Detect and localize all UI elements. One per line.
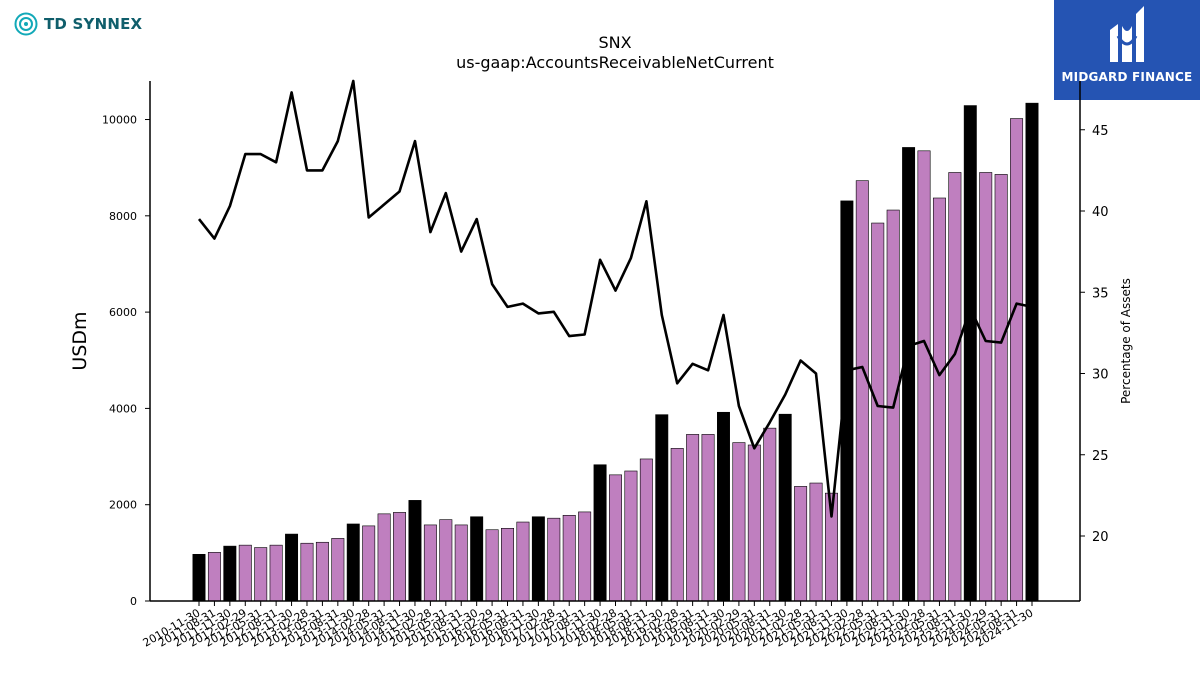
bar: [331, 538, 345, 602]
bar: [809, 482, 823, 602]
chart-title: SNX: [598, 33, 631, 52]
bar: [763, 427, 777, 602]
bar: [979, 172, 993, 602]
y2-tick-label: 35: [1092, 286, 1109, 301]
bar: [639, 458, 653, 602]
bar: [393, 512, 407, 602]
y-tick-label: 4000: [109, 402, 137, 415]
bar: [238, 544, 252, 602]
bar: [531, 516, 545, 602]
bar: [732, 442, 746, 602]
bar: [717, 411, 730, 602]
bar: [686, 434, 700, 602]
bar: [408, 500, 422, 602]
bar: [562, 514, 576, 602]
series-line: [197, 79, 1033, 518]
bar: [624, 470, 638, 602]
y-tick-label: 8000: [109, 210, 137, 223]
td-synnex-logo-text: TD SYNNEX: [44, 15, 143, 33]
bar: [994, 174, 1008, 602]
bar: [269, 544, 283, 602]
y-tick-label: 10000: [102, 114, 137, 127]
y2-tick-label: 25: [1092, 449, 1109, 464]
bar: [902, 147, 916, 602]
bar: [932, 197, 946, 602]
y2-axis-label: Percentage of Assets: [1119, 278, 1133, 404]
bar: [701, 434, 715, 602]
midgard-finance-logo: MIDGARD FINANCE: [1054, 0, 1200, 100]
y2-tick-label: 20: [1092, 530, 1109, 545]
y-tick-label: 6000: [109, 306, 137, 319]
midgard-finance-logo-icon: [1110, 6, 1144, 62]
td-synnex-logo: TD SYNNEX: [14, 12, 142, 36]
bar: [547, 517, 561, 602]
y-tick-label: 2000: [109, 499, 137, 512]
bar: [254, 547, 268, 602]
td-synnex-logo-icon: [14, 12, 38, 36]
bar: [362, 525, 376, 602]
y-axis-label: USDm: [69, 311, 91, 370]
bar: [192, 553, 206, 602]
bar: [207, 552, 221, 602]
bar: [470, 516, 484, 602]
bar: [794, 486, 808, 602]
y2-tick-label: 40: [1092, 205, 1109, 220]
bar: [1010, 118, 1024, 602]
bar: [655, 414, 669, 602]
bar: [439, 519, 453, 602]
bar: [747, 444, 761, 602]
bar: [501, 527, 514, 602]
bar: [609, 474, 622, 602]
bar: [855, 180, 869, 602]
bar: [948, 172, 962, 602]
y-tick-label: 0: [130, 595, 137, 608]
bar: [300, 542, 314, 602]
y2-tick-label: 45: [1092, 124, 1109, 139]
bar: [285, 533, 299, 602]
bar: [485, 529, 499, 602]
bar: [454, 524, 468, 602]
bar: [1025, 102, 1039, 602]
bar: [516, 521, 530, 602]
bar: [315, 541, 329, 602]
bars-group: [192, 102, 1039, 602]
bar: [917, 150, 931, 602]
bar: [670, 448, 684, 602]
bar: [223, 545, 237, 602]
bar: [778, 413, 792, 602]
bar: [593, 464, 607, 602]
midgard-finance-logo-text: MIDGARD FINANCE: [1061, 70, 1193, 84]
bar: [423, 524, 437, 602]
bar: [346, 523, 360, 602]
line-group: [197, 79, 1033, 518]
bar: [578, 511, 592, 602]
bar: [963, 105, 977, 602]
bar: [871, 222, 885, 602]
chart-subtitle: us-gaap:AccountsReceivableNetCurrent: [456, 53, 774, 72]
bar: [377, 513, 391, 602]
y2-tick-label: 30: [1092, 368, 1109, 383]
